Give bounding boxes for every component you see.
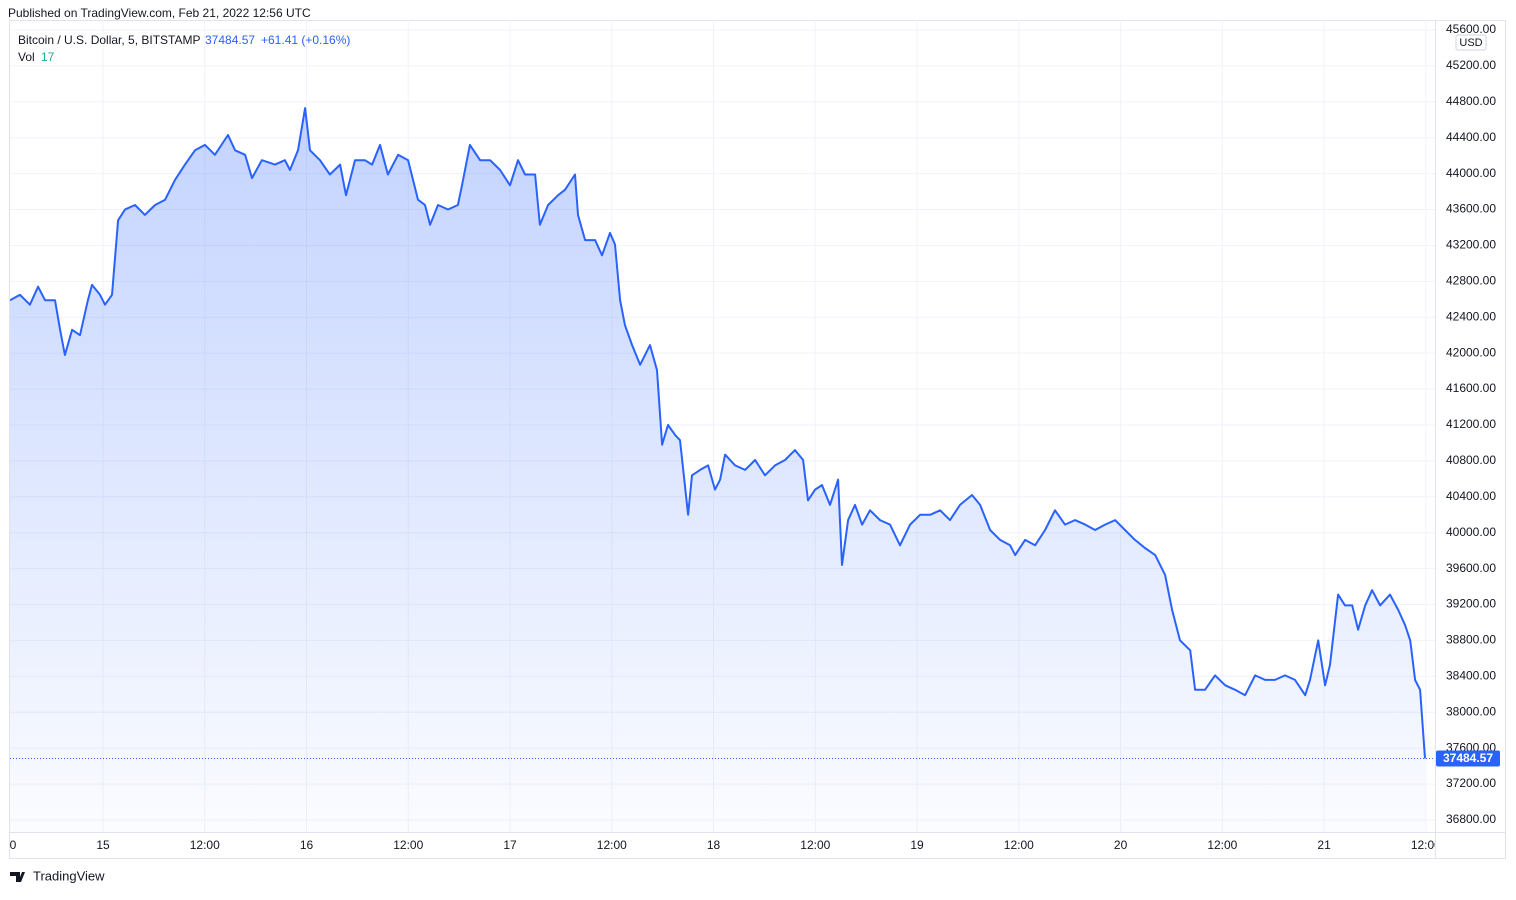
last-price-tag <box>1436 750 1500 767</box>
y-tick-label: 42000.00 <box>1446 345 1496 359</box>
volume-label: Vol <box>18 50 35 64</box>
y-tick-label: 43200.00 <box>1446 238 1496 252</box>
y-tick-label: 36800.00 <box>1446 812 1496 826</box>
header-price: 37484.57 <box>205 33 255 47</box>
x-tick-label: 16 <box>300 838 314 852</box>
chart-frame <box>9 20 1506 859</box>
currency-label[interactable]: USD <box>1459 37 1482 49</box>
x-tick-label: 19 <box>910 838 924 852</box>
price-line <box>10 107 1426 759</box>
x-tick-label: 21 <box>1317 838 1331 852</box>
price-area <box>10 108 1425 832</box>
x-tick-label: 12:00 <box>190 838 220 852</box>
y-tick-label: 40800.00 <box>1446 453 1496 467</box>
x-tick-label: 18 <box>707 838 721 852</box>
published-note: Published on TradingView.com, Feb 21, 20… <box>8 6 311 20</box>
y-tick-label: 44800.00 <box>1446 94 1496 108</box>
symbol-title: Bitcoin / U.S. Dollar, 5, BITSTAMP <box>18 33 201 47</box>
y-tick-label: 39600.00 <box>1446 561 1496 575</box>
last-price-label: 37484.57 <box>1443 751 1493 765</box>
y-tick-label: 44000.00 <box>1446 166 1496 180</box>
currency-box[interactable] <box>1455 34 1487 51</box>
volume-value: 17 <box>41 50 55 64</box>
y-tick-label: 45600.00 <box>1446 22 1496 36</box>
x-tick-label: 12:00 <box>1004 838 1034 852</box>
brand-logo[interactable] <box>10 872 25 882</box>
y-tick-label: 45200.00 <box>1446 58 1496 72</box>
y-tick-label: 42800.00 <box>1446 274 1496 288</box>
header-change: +61.41 (+0.16%) <box>261 33 350 47</box>
x-tick-label: 12:00 <box>393 838 423 852</box>
y-tick-label: 38400.00 <box>1446 669 1496 683</box>
y-tick-label: 43600.00 <box>1446 202 1496 216</box>
brand-name[interactable]: TradingView <box>33 868 105 883</box>
y-tick-label: 40000.00 <box>1446 525 1496 539</box>
x-tick-label: 12:00 <box>597 838 627 852</box>
y-tick-label: 41200.00 <box>1446 417 1496 431</box>
time-axis: 12:00 15 12:00 16 12:00 17 12:00 18 12:00 19 12:00… <box>0 838 1441 852</box>
x-tick-label: 20 <box>1114 838 1128 852</box>
y-tick-label: 38000.00 <box>1446 704 1496 718</box>
x-tick-label: 15 <box>96 838 110 852</box>
x-tick-label: 17 <box>503 838 517 852</box>
y-tick-label: 39200.00 <box>1446 597 1496 611</box>
plot <box>10 107 1435 832</box>
price-axis: 36800.0037200.0037600.0038000.0038400.00… <box>1446 22 1496 826</box>
x-tick-label: 12:00 <box>0 838 17 852</box>
y-tick-label: 38800.00 <box>1446 633 1496 647</box>
y-tick-label: 44400.00 <box>1446 130 1496 144</box>
y-tick-label: 42400.00 <box>1446 309 1496 323</box>
y-tick-label: 41600.00 <box>1446 381 1496 395</box>
y-tick-label: 37200.00 <box>1446 776 1496 790</box>
x-tick-label: 12:00 <box>1411 838 1441 852</box>
x-tick-label: 12:00 <box>1207 838 1237 852</box>
x-tick-label: 12:00 <box>800 838 830 852</box>
y-tick-label: 40400.00 <box>1446 489 1496 503</box>
